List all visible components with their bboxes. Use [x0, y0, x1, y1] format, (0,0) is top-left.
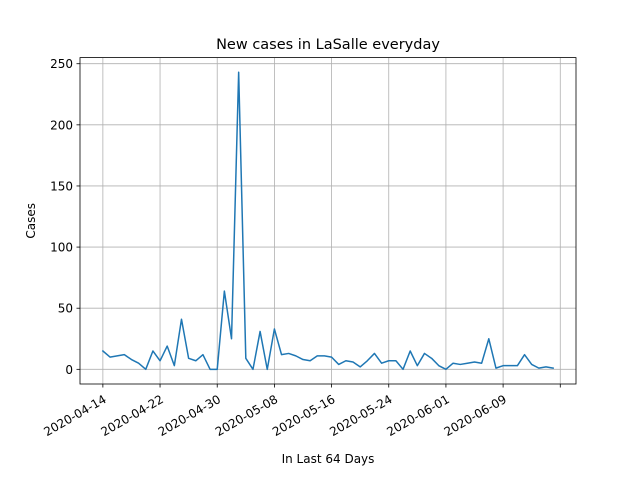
- y-tick-label: 250: [50, 57, 73, 71]
- y-axis-label: Cases: [24, 203, 38, 239]
- grid-lines: [80, 57, 576, 384]
- y-axis: 0 50 100 150 200 250: [50, 57, 80, 377]
- series-layer: [101, 71, 554, 371]
- chart-title: New cases in LaSalle everyday: [216, 37, 440, 53]
- y-tick-label: 200: [50, 118, 73, 132]
- y-tick-label: 50: [58, 302, 73, 316]
- plot-frame: [79, 57, 577, 385]
- x-axis-label: In Last 64 Days: [282, 452, 375, 466]
- y-tick-label: 150: [50, 179, 73, 193]
- series-line: [101, 71, 554, 371]
- y-tick-label: 0: [65, 363, 73, 377]
- y-tick-label: 100: [50, 241, 73, 255]
